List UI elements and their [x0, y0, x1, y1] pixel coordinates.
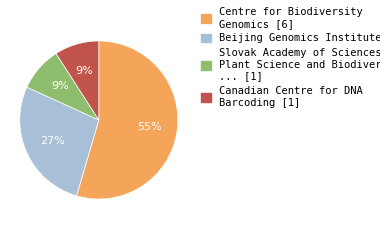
- Text: 9%: 9%: [76, 66, 93, 76]
- Text: 55%: 55%: [137, 122, 162, 132]
- Wedge shape: [56, 41, 99, 120]
- Wedge shape: [20, 87, 99, 196]
- Text: 27%: 27%: [40, 136, 65, 146]
- Wedge shape: [76, 41, 178, 199]
- Text: 9%: 9%: [51, 81, 69, 91]
- Legend: Centre for Biodiversity
Genomics [6], Beijing Genomics Institute [3], Slovak Aca: Centre for Biodiversity Genomics [6], Be…: [201, 7, 380, 108]
- Wedge shape: [27, 54, 99, 120]
